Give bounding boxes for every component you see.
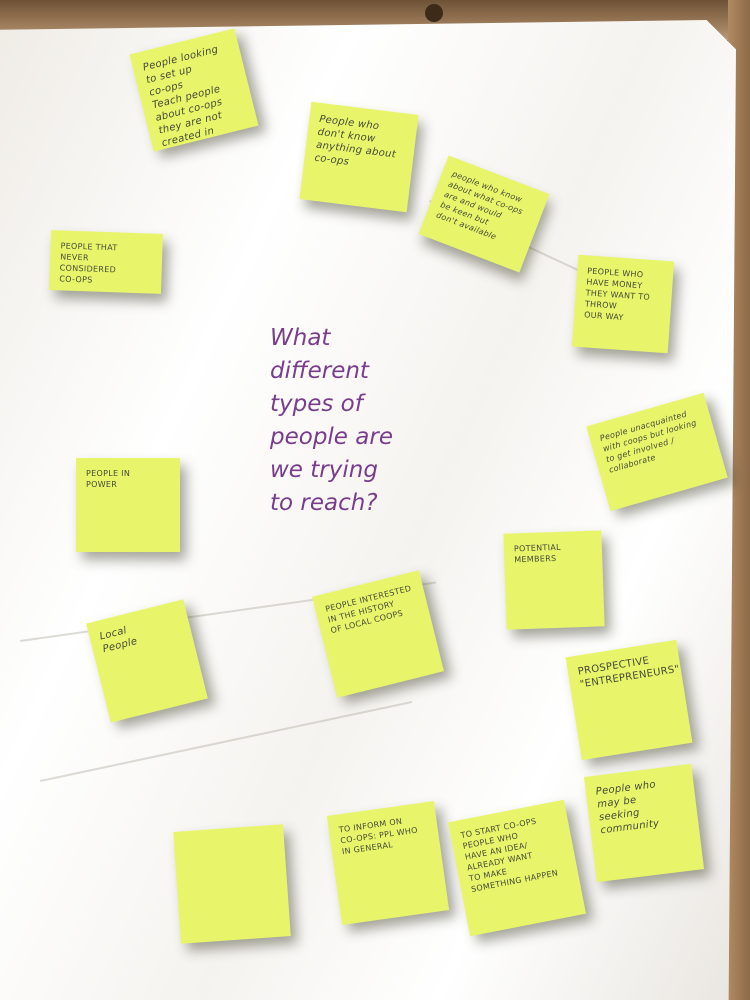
- sticky-note-power: PEOPLE IN POWER: [76, 458, 180, 552]
- wood-knot: [425, 4, 443, 22]
- sticky-note-start-coops: TO START CO-OPS PEOPLE WHO HAVE AN IDEA/…: [448, 799, 586, 937]
- sticky-note-dont-know: People who don't know anything about co-…: [299, 101, 419, 213]
- sticky-note-potential-members: POTENTIAL MEMBERS: [503, 530, 605, 630]
- sticky-note-blank: [173, 824, 291, 944]
- sticky-note-community: People who may be seeking community: [583, 763, 705, 883]
- central-question: What different types of people are we tr…: [270, 325, 393, 516]
- sticky-note-money: PEOPLE WHO HAVE MONEY THEY WANT TO THROW…: [571, 254, 675, 354]
- sticky-note-inform: TO INFORM ON CO-OPS: PPL WHO IN GENERAL: [326, 801, 450, 925]
- sticky-note-entrepreneurs: PROSPECTIVE "ENTREPRENEURS": [565, 639, 693, 761]
- sticky-note-never-considered: PEOPLE THAT NEVER CONSIDERED CO-OPS: [48, 230, 164, 294]
- paper-crease: [40, 700, 413, 782]
